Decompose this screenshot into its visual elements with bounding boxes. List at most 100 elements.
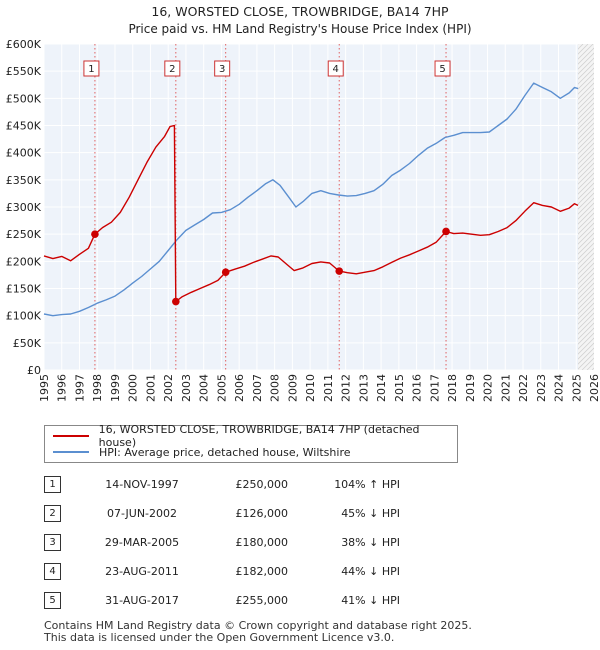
x-tick-label: 1996 [56,374,69,402]
legend-label-property: 16, WORSTED CLOSE, TROWBRIDGE, BA14 7HP … [98,423,420,449]
sale-label-box [214,60,231,77]
y-tick-label: £400K [6,147,42,160]
forecast-hatch [578,312,595,330]
sale-points [91,227,450,306]
x-tick-labels: 1995 1996 1997 1998 1999 2000 2001 2002 2003 2004… [38,374,600,402]
x-tick-label: 2002 [162,374,175,402]
legend-swatch-hpi [53,451,89,453]
x-tick-label: 1998 [91,374,104,402]
x-tick-label: 2013 [357,374,370,402]
sale-label-number: 3 [219,64,225,75]
x-tick-label: 2017 [428,374,441,402]
x-tick-label: 2023 [535,374,548,402]
x-tick-label: 2011 [322,374,335,402]
x-tick-label: 2020 [482,374,495,402]
x-tick-label: 2005 [215,374,228,402]
sale-date: 23-AUG-2011 [105,565,179,578]
x-tick-label: 2008 [269,374,282,402]
y-tick-label: £50K [13,337,42,350]
x-tick-label: 1995 [38,374,51,402]
sale-label-number: 5 [439,64,445,75]
sale-label-number: 4 [333,64,339,75]
sale-price: £126,000 [235,507,289,520]
forecast-hatch [578,302,595,320]
x-tick-label: 2019 [464,374,477,402]
x-tick-label: 2015 [393,374,406,402]
sale-point [91,230,99,238]
sale-price: £180,000 [235,536,289,549]
legend-label-hpi: HPI: Average price, detached house, Wilt… [99,445,351,459]
sale-label-number: 1 [88,64,94,75]
x-tick-label: 2001 [144,374,157,402]
sale-price: £255,000 [235,594,289,607]
series-lines [43,82,579,317]
y-tick-label: £350K [6,174,42,187]
sale-point [172,297,180,306]
sale-number-badge: 1 [44,476,61,493]
sale-date: 31-AUG-2017 [105,594,179,607]
sale-label-number: 2 [169,64,175,75]
footer-copyright: Contains HM Land Registry data © Crown c… [44,619,472,632]
y-tick-label: £550K [6,65,42,78]
x-tick-label: 2009 [286,374,299,402]
sale-hpi-diff: 38% ↓ HPI [341,536,400,549]
sale-hpi-diff: 104% ↑ HPI [334,478,400,491]
x-tick-label: 2014 [375,374,388,402]
x-tick-label: 2012 [340,374,353,402]
x-tick-label: 2016 [411,374,424,402]
chart-title: 16, WORSTED CLOSE, TROWBRIDGE, BA14 7HP [151,4,449,19]
x-tick-label: 2024 [553,374,566,402]
footer-notice: Contains HM Land Registry data © Crown c… [44,620,472,644]
chart-subtitle: Price paid vs. HM Land Registry's House … [128,22,471,36]
forecast-hatch [578,307,595,325]
x-tick-label: 2010 [304,374,317,402]
x-tick-label: 2000 [127,374,140,402]
forecast-region [578,44,595,370]
forecast-hatch [578,92,595,110]
sale-date: 14-NOV-1997 [105,478,179,491]
footer-license: This data is licensed under the Open Gov… [44,631,395,644]
x-tick-label: 2004 [198,374,211,402]
sale-date: 29-MAR-2005 [104,536,180,549]
forecast-hatch [578,197,595,215]
x-tick-label: 2025 [570,374,583,402]
sale-point [221,268,230,277]
legend-item-hpi: HPI: Average price, detached house, Wilt… [53,444,351,460]
y-tick-label: £0 [27,364,41,377]
y-tick-label: £500K [6,92,42,105]
sale-point [335,267,344,275]
sales-table: 1 14-NOV-1997 £250,000 104% ↑ HPI 2 07-J… [44,470,400,615]
x-tick-label: 2006 [233,374,246,402]
y-tick-labels: £0 £50K £100K £150K £200K £250K £300K £350K £400… [6,38,42,377]
table-row: 2 07-JUN-2002 £126,000 45% ↓ HPI [44,499,400,528]
forecast-hatch [578,97,595,115]
sale-number-badge: 4 [44,563,61,580]
forecast-hatch [578,202,595,220]
legend-swatch-property [53,435,89,437]
x-tick-label: 2026 [588,374,600,402]
table-row: 3 29-MAR-2005 £180,000 38% ↓ HPI [44,528,400,557]
series-line-property [43,124,579,303]
sale-hpi-diff: 45% ↓ HPI [341,507,400,520]
sale-number-badge: 5 [44,592,61,609]
grid-lines [43,43,595,371]
y-tick-label: £600K [6,38,42,51]
sale-label-box [83,60,100,77]
chart-legend: 16, WORSTED CLOSE, TROWBRIDGE, BA14 7HP … [44,423,458,463]
sale-labels: 1 2 3 4 5 [83,60,451,77]
sale-label-box [434,60,451,77]
y-tick-label: £300K [6,201,42,214]
forecast-hatch [578,87,595,105]
table-row: 1 14-NOV-1997 £250,000 104% ↑ HPI [44,470,400,499]
sale-number-badge: 2 [44,505,61,522]
price-chart: 16, WORSTED CLOSE, TROWBRIDGE, BA14 7HP … [6,4,600,402]
sale-hpi-diff: 41% ↓ HPI [341,594,400,607]
x-tick-label: 2021 [499,374,512,402]
y-tick-label: £200K [6,255,42,268]
sale-price: £182,000 [235,565,289,578]
y-tick-label: £150K [6,283,42,296]
x-tick-label: 2022 [517,374,530,402]
y-tick-label: £100K [6,310,42,323]
forecast-hatch [578,192,595,210]
x-tick-label: 1997 [73,374,86,402]
